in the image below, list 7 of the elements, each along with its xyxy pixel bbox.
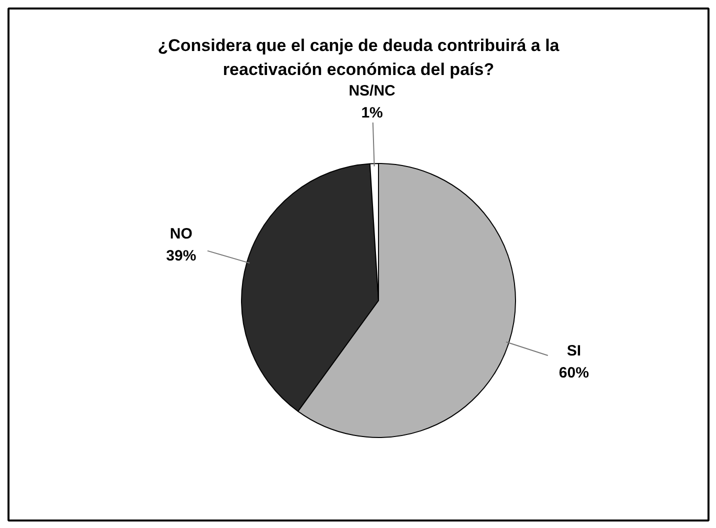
slice-label: NS/NC xyxy=(348,82,396,100)
data-label: 60% xyxy=(558,364,589,382)
slice-label: NO xyxy=(170,226,193,243)
data-label: 1% xyxy=(361,104,383,122)
chart-title: ¿Considera que el canje de deuda contribuirá a la reactivación económica del país? xyxy=(158,36,560,79)
slice-label: SI xyxy=(566,342,582,360)
data-label: 39% xyxy=(166,248,196,265)
